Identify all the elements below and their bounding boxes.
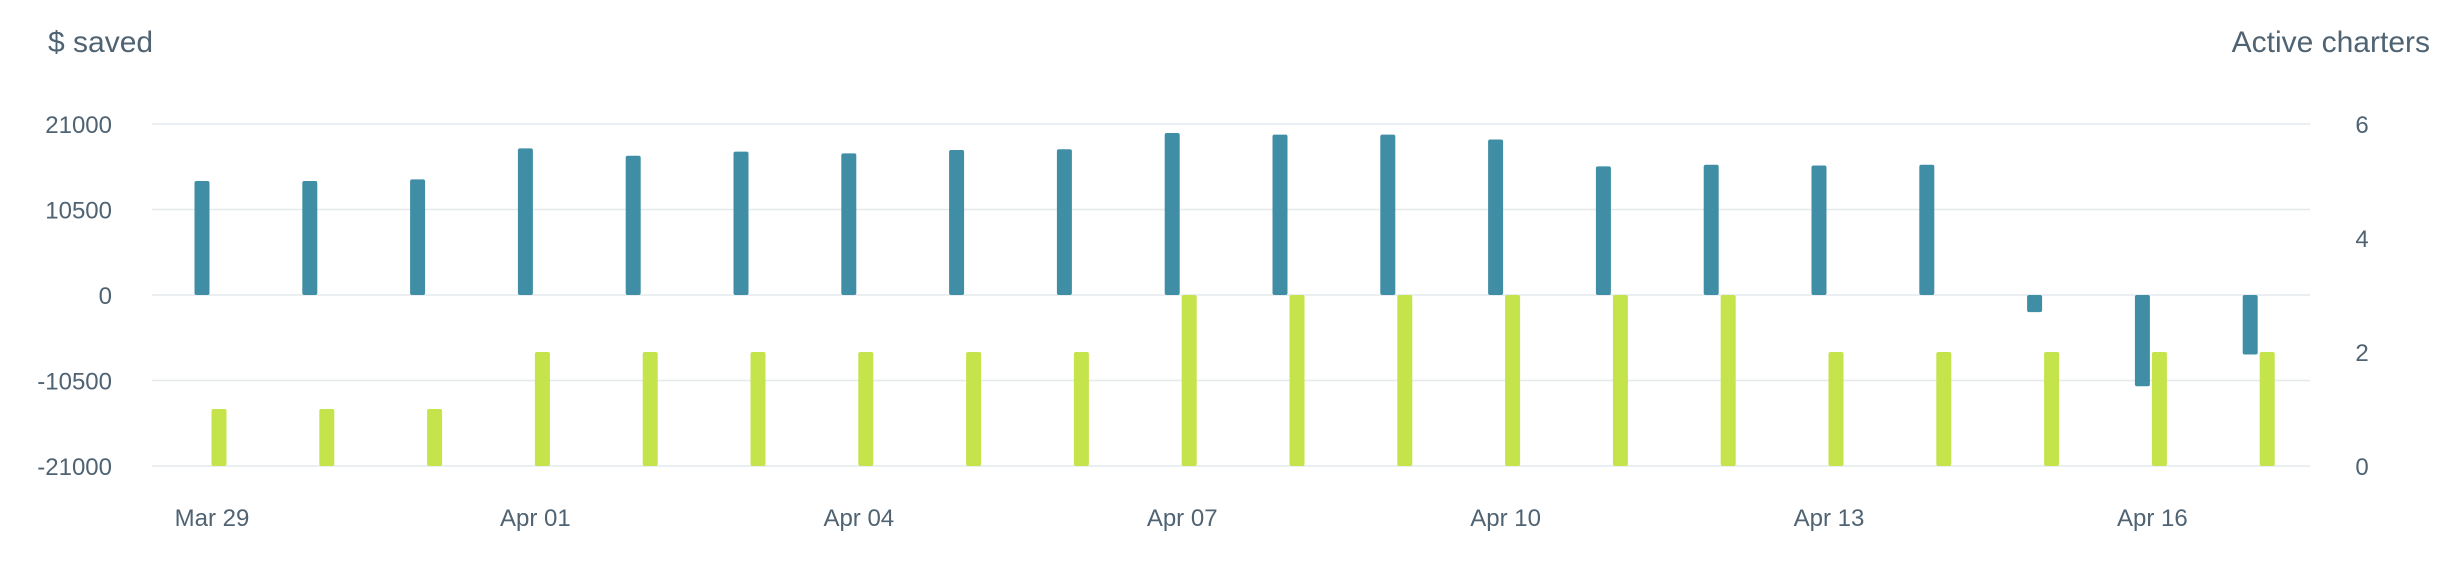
charters-bar[interactable] [2044,352,2060,466]
x-tick-label: Apr 04 [823,505,894,532]
left-tick-label: -10500 [37,369,112,396]
saved-bar[interactable] [1919,164,1935,295]
saved-bar[interactable] [1703,164,1719,295]
x-tick-label: Mar 29 [175,505,250,532]
saved-bar[interactable] [302,181,318,295]
saved-bar[interactable] [1811,165,1827,295]
charters-bar[interactable] [1397,295,1413,466]
saved-bar[interactable] [2242,295,2258,355]
saved-bar[interactable] [1488,139,1504,295]
saved-bar[interactable] [1056,149,1072,295]
saved-bar[interactable] [517,148,533,295]
charters-bar[interactable] [966,352,982,466]
x-tick-label: Apr 01 [500,505,571,532]
charters-bar[interactable] [1289,295,1305,466]
charters-bar[interactable] [642,352,658,466]
saved-bar[interactable] [1595,166,1611,295]
left-axis-title: $ saved [48,26,154,59]
charters-bar[interactable] [427,409,443,466]
left-tick-label: 0 [99,283,112,310]
charters-bar[interactable] [1073,352,1089,466]
x-tick-label: Apr 10 [1470,505,1541,532]
saved-bar[interactable] [194,181,210,295]
saved-bar[interactable] [625,155,641,295]
x-tick-label: Apr 07 [1147,505,1218,532]
charters-bar[interactable] [319,409,335,466]
saved-bar[interactable] [2134,295,2150,387]
charters-bar[interactable] [534,352,550,466]
right-tick-label: 4 [2355,226,2368,253]
left-tick-label: -21000 [37,454,112,481]
charters-bar[interactable] [750,352,766,466]
saved-bar[interactable] [2027,295,2043,313]
left-tick-label: 21000 [45,112,112,139]
charters-bar[interactable] [1181,295,1197,466]
charters-bar[interactable] [1828,352,1844,466]
left-tick-label: 10500 [45,198,112,225]
charters-bar[interactable] [1720,295,1736,466]
charters-bar[interactable] [211,409,227,466]
x-tick-label: Apr 16 [2117,505,2188,532]
right-axis-title: Active charters [2231,26,2430,59]
x-tick-label: Apr 13 [1794,505,1865,532]
saved-bar[interactable] [841,153,857,295]
right-tick-label: 6 [2355,112,2368,139]
saved-bar[interactable] [410,179,426,295]
saved-bar[interactable] [1164,132,1180,295]
charters-bar[interactable] [1505,295,1521,466]
saved-bar[interactable] [1380,134,1396,295]
charters-bar[interactable] [1936,352,1952,466]
right-tick-label: 2 [2355,340,2368,367]
right-tick-label: 0 [2355,454,2368,481]
saved-bar[interactable] [1272,134,1288,295]
charters-bar[interactable] [1612,295,1628,466]
charters-bar[interactable] [2151,352,2167,466]
saved-bar[interactable] [733,151,749,295]
charters-bar[interactable] [2259,352,2275,466]
saved-bar[interactable] [949,150,965,295]
charters-bar[interactable] [858,352,874,466]
